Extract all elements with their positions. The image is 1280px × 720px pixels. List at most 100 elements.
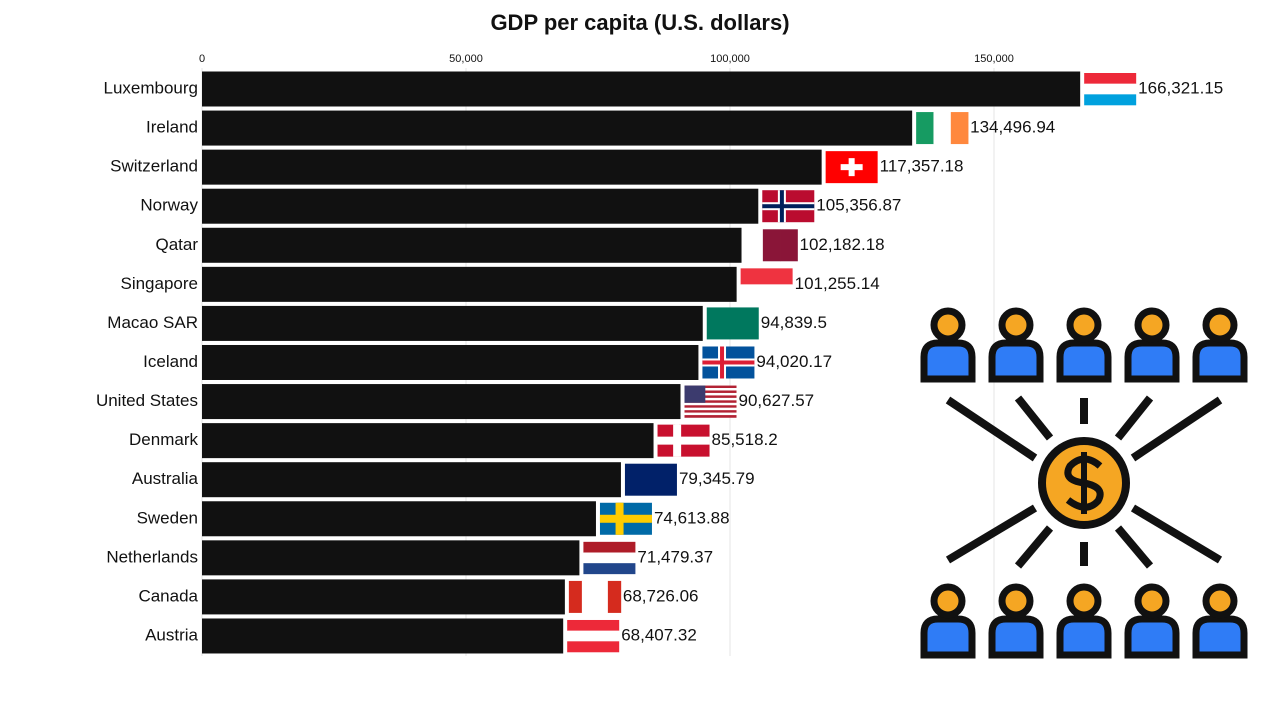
flag — [745, 229, 798, 262]
y-tick-label: Iceland — [143, 352, 198, 371]
person-body — [1192, 339, 1248, 383]
flag — [702, 346, 755, 379]
bar — [202, 462, 621, 498]
value-label: 79,345.79 — [679, 469, 755, 488]
flag-canton — [684, 385, 706, 403]
flag-stripe — [1084, 73, 1137, 84]
y-tick-label: Netherlands — [106, 547, 198, 566]
value-label: 94,839.5 — [761, 313, 827, 332]
flag-stripe — [583, 563, 636, 575]
person-body — [920, 339, 976, 383]
bar — [202, 423, 654, 459]
flag-stripe — [684, 402, 737, 406]
flag — [916, 112, 969, 145]
bar — [202, 579, 565, 615]
person-body — [988, 339, 1044, 383]
flag-stripe — [740, 268, 793, 285]
flag — [762, 190, 815, 223]
flag-stripe — [780, 229, 798, 262]
flag — [825, 151, 878, 184]
y-tick-label: Norway — [140, 196, 198, 215]
bar — [202, 618, 564, 654]
person-head — [930, 583, 966, 619]
flag-stripe — [684, 412, 737, 416]
bar — [202, 384, 681, 420]
person-body — [988, 615, 1044, 659]
flag-cross — [702, 360, 755, 365]
person-head — [998, 583, 1034, 619]
bar — [202, 305, 703, 341]
flag-stripe — [583, 541, 636, 553]
person-body — [1192, 615, 1248, 659]
value-label: 94,020.17 — [756, 352, 832, 371]
flag-stripe — [1084, 94, 1137, 106]
person-body — [920, 615, 976, 659]
value-label: 90,627.57 — [739, 391, 815, 410]
value-label: 68,407.32 — [621, 625, 697, 644]
x-tick-label: 100,000 — [710, 53, 750, 65]
flag-stripe — [684, 407, 737, 411]
chart-title: GDP per capita (U.S. dollars) — [490, 10, 789, 35]
x-tick-label: 0 — [199, 53, 205, 65]
flag — [568, 580, 622, 613]
y-tick-label: Switzerland — [110, 157, 198, 176]
flag-stripe — [581, 580, 609, 613]
flag-stripe — [583, 552, 636, 564]
flag-cross — [762, 204, 815, 209]
value-label: 105,356.87 — [816, 196, 901, 215]
flag-bg — [624, 463, 677, 496]
flag-stripe — [950, 112, 969, 145]
y-tick-label: Denmark — [129, 430, 198, 449]
flag-stripe — [684, 395, 737, 399]
y-tick-label: Luxembourg — [103, 78, 198, 97]
plot-area: 0 50,000 100,000 150,000 Luxembourg 166,321.1… — [96, 53, 1223, 656]
bar — [202, 149, 822, 185]
flag-stripe — [567, 619, 620, 631]
flag — [583, 541, 636, 575]
bar — [202, 188, 759, 224]
flag-stripe — [684, 415, 737, 418]
value-label: 74,613.88 — [654, 508, 730, 527]
flag-stripe — [684, 390, 737, 394]
flag-stripe — [684, 400, 737, 403]
people-money-icon — [920, 307, 1248, 659]
flag-bg — [706, 307, 759, 340]
bar — [202, 110, 913, 146]
y-tick-label: Canada — [138, 586, 198, 605]
flag-stripe — [684, 405, 737, 408]
y-tick-label: Sweden — [137, 508, 198, 527]
bar — [202, 227, 742, 263]
person-head — [1134, 583, 1170, 619]
value-label: 85,518.2 — [712, 430, 778, 449]
flag-stripe — [916, 112, 934, 145]
bar — [202, 501, 596, 537]
flag — [657, 424, 710, 457]
flag-stripe — [567, 641, 620, 653]
person-head — [1134, 307, 1170, 343]
y-tick-label: Singapore — [120, 274, 198, 293]
flag-stripe — [607, 580, 622, 613]
value-label: 102,182.18 — [800, 235, 885, 254]
flag — [740, 268, 793, 301]
flag-stripe — [1084, 83, 1137, 95]
bar — [202, 344, 699, 380]
person-body — [1124, 339, 1180, 383]
value-label: 68,726.06 — [623, 586, 699, 605]
flag-cross — [657, 438, 710, 443]
flag — [684, 385, 737, 418]
y-tick-label: United States — [96, 391, 198, 410]
flag-cross — [840, 164, 863, 171]
flag-stripe — [933, 112, 952, 145]
person-head — [998, 307, 1034, 343]
flag-stripe — [740, 284, 793, 301]
flag-stripe — [568, 580, 583, 613]
flag-stripe — [684, 385, 737, 389]
bar — [202, 266, 737, 302]
person-head — [1202, 583, 1238, 619]
bar — [202, 71, 1081, 107]
flag-stripe — [745, 229, 764, 262]
y-tick-label: Austria — [145, 625, 198, 644]
y-tick-label: Qatar — [155, 235, 198, 254]
y-tick-label: Ireland — [146, 118, 198, 137]
